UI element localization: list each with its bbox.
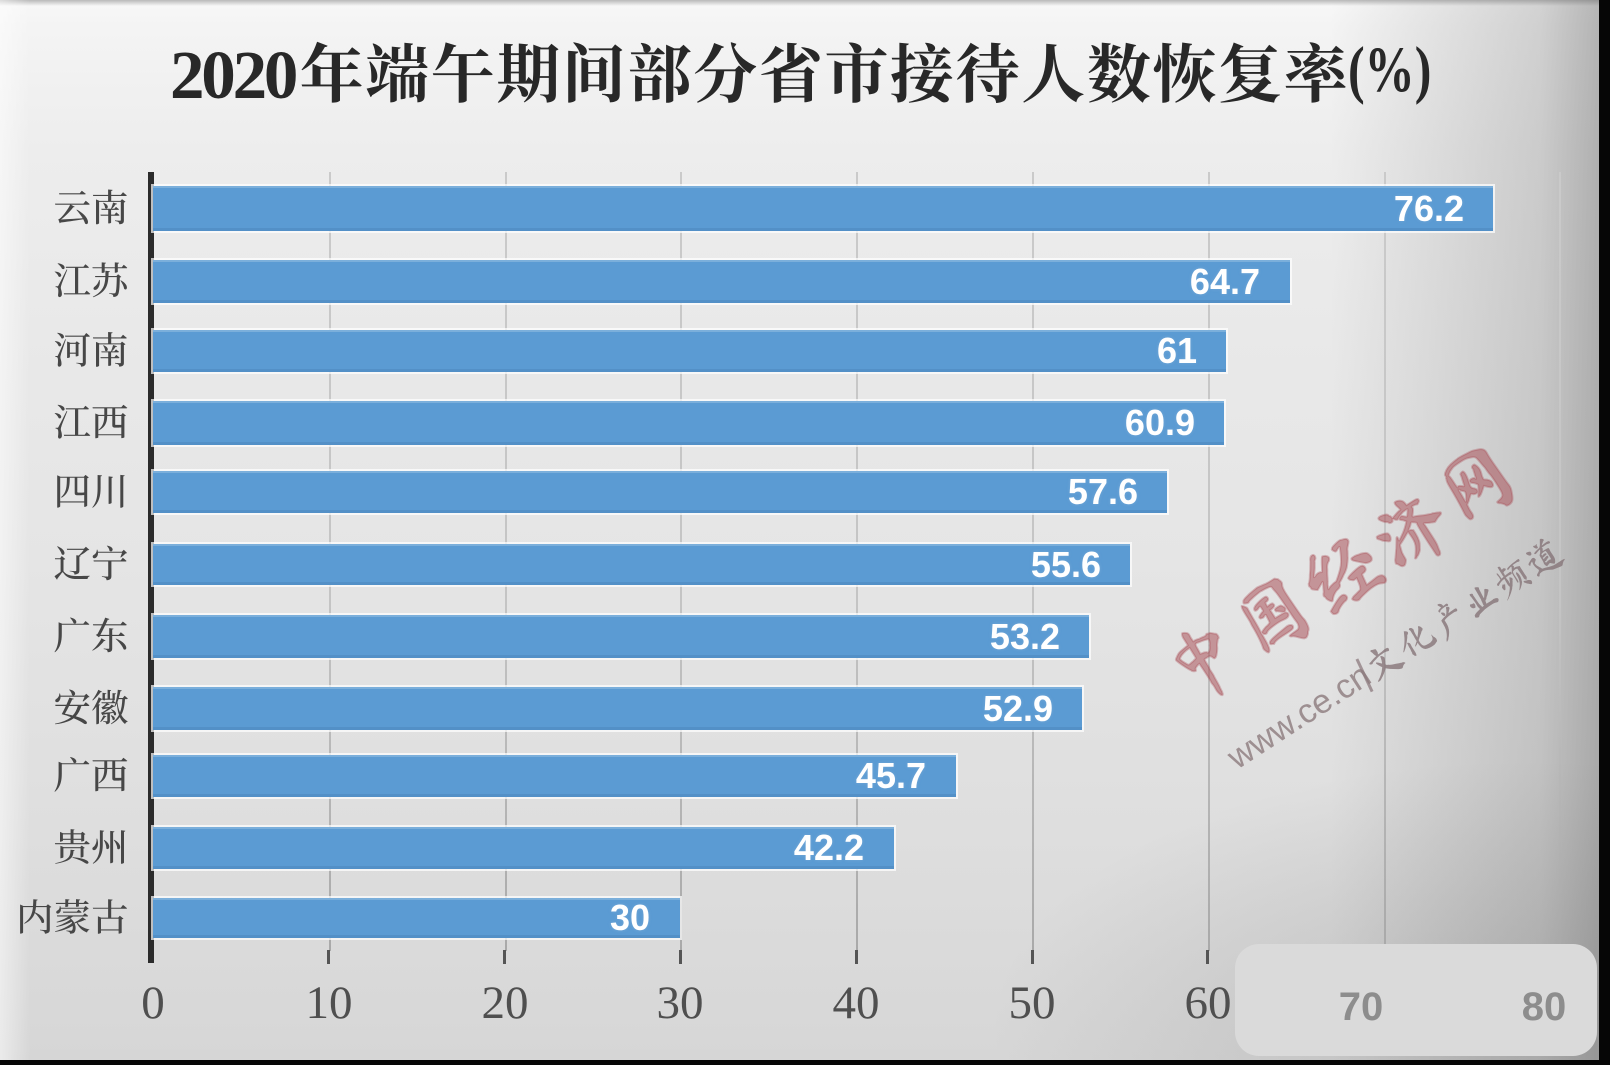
svg-text:www.ce.cn: www.ce.cn <box>1220 656 1378 777</box>
